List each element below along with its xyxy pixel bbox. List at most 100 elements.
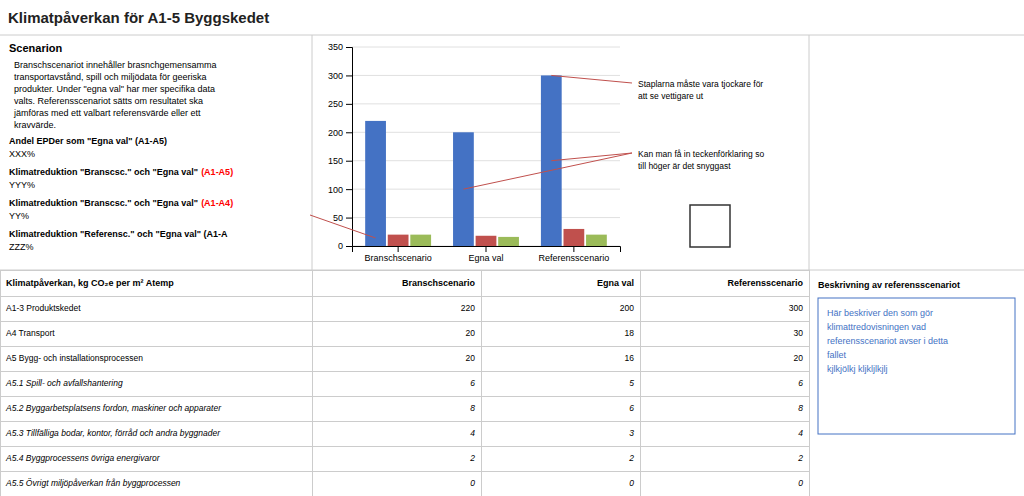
annotation-connectors [310, 75, 632, 238]
reference-text-line: fallet [827, 350, 847, 360]
table-value: 8 [470, 403, 475, 413]
table-cell [482, 397, 641, 422]
annotation-line: att se vettigare ut [638, 91, 704, 101]
tick: 300 [328, 71, 352, 81]
series [388, 229, 585, 246]
key-figure-label-text: Klimatreduktion "Referensc." och "Egna v… [9, 229, 228, 239]
table-cell [313, 447, 482, 472]
table-cell [1, 347, 313, 372]
tick-label: 300 [328, 71, 343, 81]
tick-label: 250 [328, 99, 343, 109]
scenario-title: Scenarion [9, 42, 62, 54]
annotation-panel: Staplarna måste vara tjockare föratt se … [638, 79, 764, 247]
table-value: 18 [625, 328, 635, 338]
table-cell [482, 322, 641, 347]
table-row-label: A5.3 Tillfälliga bodar, kontor, förråd o… [5, 428, 221, 438]
tick: 200 [328, 128, 352, 138]
table-cell [482, 422, 641, 447]
key-figure-value: XXX% [9, 149, 35, 159]
table-cell [641, 397, 810, 422]
key-figure-value: YY% [9, 211, 29, 221]
table-value: 20 [466, 328, 476, 338]
table-value: 300 [789, 303, 803, 313]
dashboard: Klimatpåverkan för A1-5 Byggskedet Scenar… [0, 0, 1024, 496]
tick: 350 [328, 42, 352, 52]
table-cell [641, 347, 810, 372]
tick: 100 [328, 185, 352, 195]
table-header: Egna val [597, 278, 634, 288]
table-header: Referensscenario [727, 278, 803, 288]
table-cell [313, 472, 482, 496]
scenario-text-line: valts. Referensscenariot sätts om result… [14, 96, 203, 106]
grid-line [352, 75, 620, 76]
table-value: 4 [470, 428, 475, 438]
table-header: Branschscenario [402, 278, 476, 288]
bar [365, 121, 386, 246]
table-cell [482, 447, 641, 472]
table-row-label: A5.1 Spill- och avfallshantering [5, 378, 123, 388]
tick: 150 [328, 156, 352, 166]
table-cell [313, 347, 482, 372]
table-cell [482, 297, 641, 322]
annotation: Staplarna måste vara tjockare föratt se … [638, 79, 763, 101]
tick-mark [398, 246, 399, 252]
scenario-text: Branschscenariot innehåller brasnchgemen… [13, 60, 217, 130]
table-row-label: A5 Bygg- och installationsprocessen [6, 353, 143, 363]
tick: Referensscenario [539, 246, 610, 263]
tick-mark [346, 218, 352, 219]
bar [476, 236, 497, 246]
bar [388, 235, 409, 246]
scenario-text-line: kravvärde. [14, 120, 56, 130]
annotation-line: till höger är det snyggast [638, 161, 731, 171]
grid-line [352, 217, 620, 218]
tick-mark [573, 246, 574, 252]
table-cell [482, 271, 641, 297]
table-cell [1, 472, 313, 496]
table-row-label: A5.4 Byggprocessens övriga energivaror [5, 453, 161, 463]
table-cell [1, 322, 313, 347]
table-cell [1, 372, 313, 397]
title: Klimatpåverkan för A1-5 Byggskedet [8, 9, 269, 26]
key-figure-label: Klimatreduktion "Referensc." och "Egna v… [9, 229, 228, 239]
axis-line [346, 48, 353, 247]
tick-label: 200 [328, 128, 343, 138]
table-value: 6 [798, 378, 803, 388]
table-row-label: A4 Transport [6, 328, 55, 338]
table-cell [641, 447, 810, 472]
key-figure-label-text: Klimatreduktion "Branscsc." och "Egna va… [9, 198, 198, 208]
tick-mark [486, 246, 487, 252]
tick-label: 150 [328, 156, 343, 166]
table-value: 2 [797, 453, 803, 463]
key-figure-note: (A1-A4) [201, 198, 233, 208]
tick-label: 0 [338, 241, 343, 251]
tick-label: Egna val [468, 253, 503, 263]
annotation-connector [463, 153, 632, 189]
table: Klimatpåverkan, kg CO₂e per m² AtempBran… [1, 271, 810, 496]
tick: 0 [338, 241, 352, 251]
panel-borders [0, 35, 1024, 496]
table-value: 20 [794, 353, 804, 363]
table-value: 5 [629, 378, 634, 388]
reference-text-line: Här beskriver den som gör [827, 308, 933, 318]
bar [586, 235, 607, 246]
reference-text-line: referensscenariot avser i detta [827, 336, 948, 346]
table-cell [641, 372, 810, 397]
panel-border [0, 35, 1024, 36]
key-figure-note: (A1-A5) [201, 167, 233, 177]
grid-line [352, 160, 620, 161]
table-value: 8 [798, 403, 803, 413]
key-figure-label: Klimatreduktion "Branscsc." och "Egna va… [9, 167, 233, 177]
bar [410, 235, 431, 246]
table-cell [1, 447, 313, 472]
table-cell [1, 271, 313, 297]
tick-mark [346, 246, 352, 247]
annotation-connector [551, 153, 632, 161]
table-value: 2 [628, 453, 634, 463]
table-value: 220 [461, 303, 475, 313]
table-cell [1, 422, 313, 447]
table-cell [313, 271, 482, 297]
key-figure-label-text: Andel EPDer som "Egna val" (A1-A5) [9, 136, 167, 146]
legend-placeholder [690, 205, 730, 247]
tick-mark [346, 189, 352, 190]
axis-line [353, 247, 621, 253]
